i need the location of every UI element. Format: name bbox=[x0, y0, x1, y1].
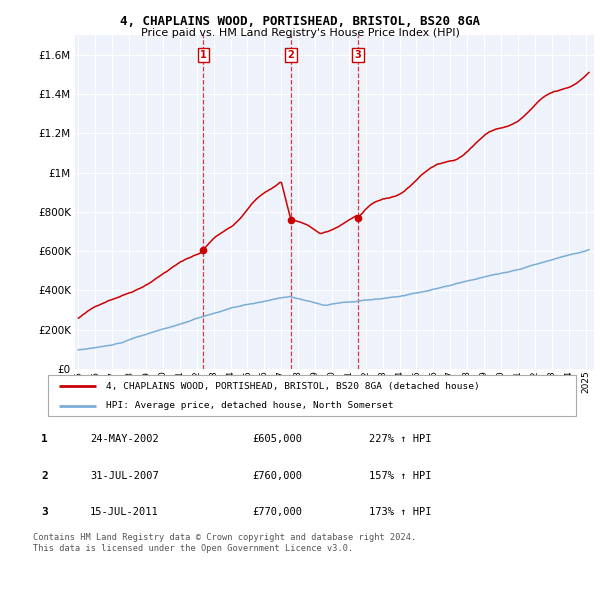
Text: 173% ↑ HPI: 173% ↑ HPI bbox=[369, 507, 431, 517]
Text: 1: 1 bbox=[200, 50, 206, 60]
Text: Contains HM Land Registry data © Crown copyright and database right 2024.
This d: Contains HM Land Registry data © Crown c… bbox=[33, 533, 416, 553]
Text: £770,000: £770,000 bbox=[252, 507, 302, 517]
Text: 3: 3 bbox=[355, 50, 361, 60]
Text: 1: 1 bbox=[41, 434, 48, 444]
Text: 3: 3 bbox=[41, 507, 48, 517]
Text: HPI: Average price, detached house, North Somerset: HPI: Average price, detached house, Nort… bbox=[106, 401, 394, 410]
Text: Price paid vs. HM Land Registry's House Price Index (HPI): Price paid vs. HM Land Registry's House … bbox=[140, 28, 460, 38]
Text: 2: 2 bbox=[41, 471, 48, 480]
Text: 31-JUL-2007: 31-JUL-2007 bbox=[90, 471, 159, 480]
Text: £760,000: £760,000 bbox=[252, 471, 302, 480]
Text: 4, CHAPLAINS WOOD, PORTISHEAD, BRISTOL, BS20 8GA: 4, CHAPLAINS WOOD, PORTISHEAD, BRISTOL, … bbox=[120, 15, 480, 28]
Text: 15-JUL-2011: 15-JUL-2011 bbox=[90, 507, 159, 517]
Text: £605,000: £605,000 bbox=[252, 434, 302, 444]
Text: 157% ↑ HPI: 157% ↑ HPI bbox=[369, 471, 431, 480]
Text: 227% ↑ HPI: 227% ↑ HPI bbox=[369, 434, 431, 444]
Text: 4, CHAPLAINS WOOD, PORTISHEAD, BRISTOL, BS20 8GA (detached house): 4, CHAPLAINS WOOD, PORTISHEAD, BRISTOL, … bbox=[106, 382, 480, 391]
Text: 2: 2 bbox=[287, 50, 295, 60]
Text: 24-MAY-2002: 24-MAY-2002 bbox=[90, 434, 159, 444]
